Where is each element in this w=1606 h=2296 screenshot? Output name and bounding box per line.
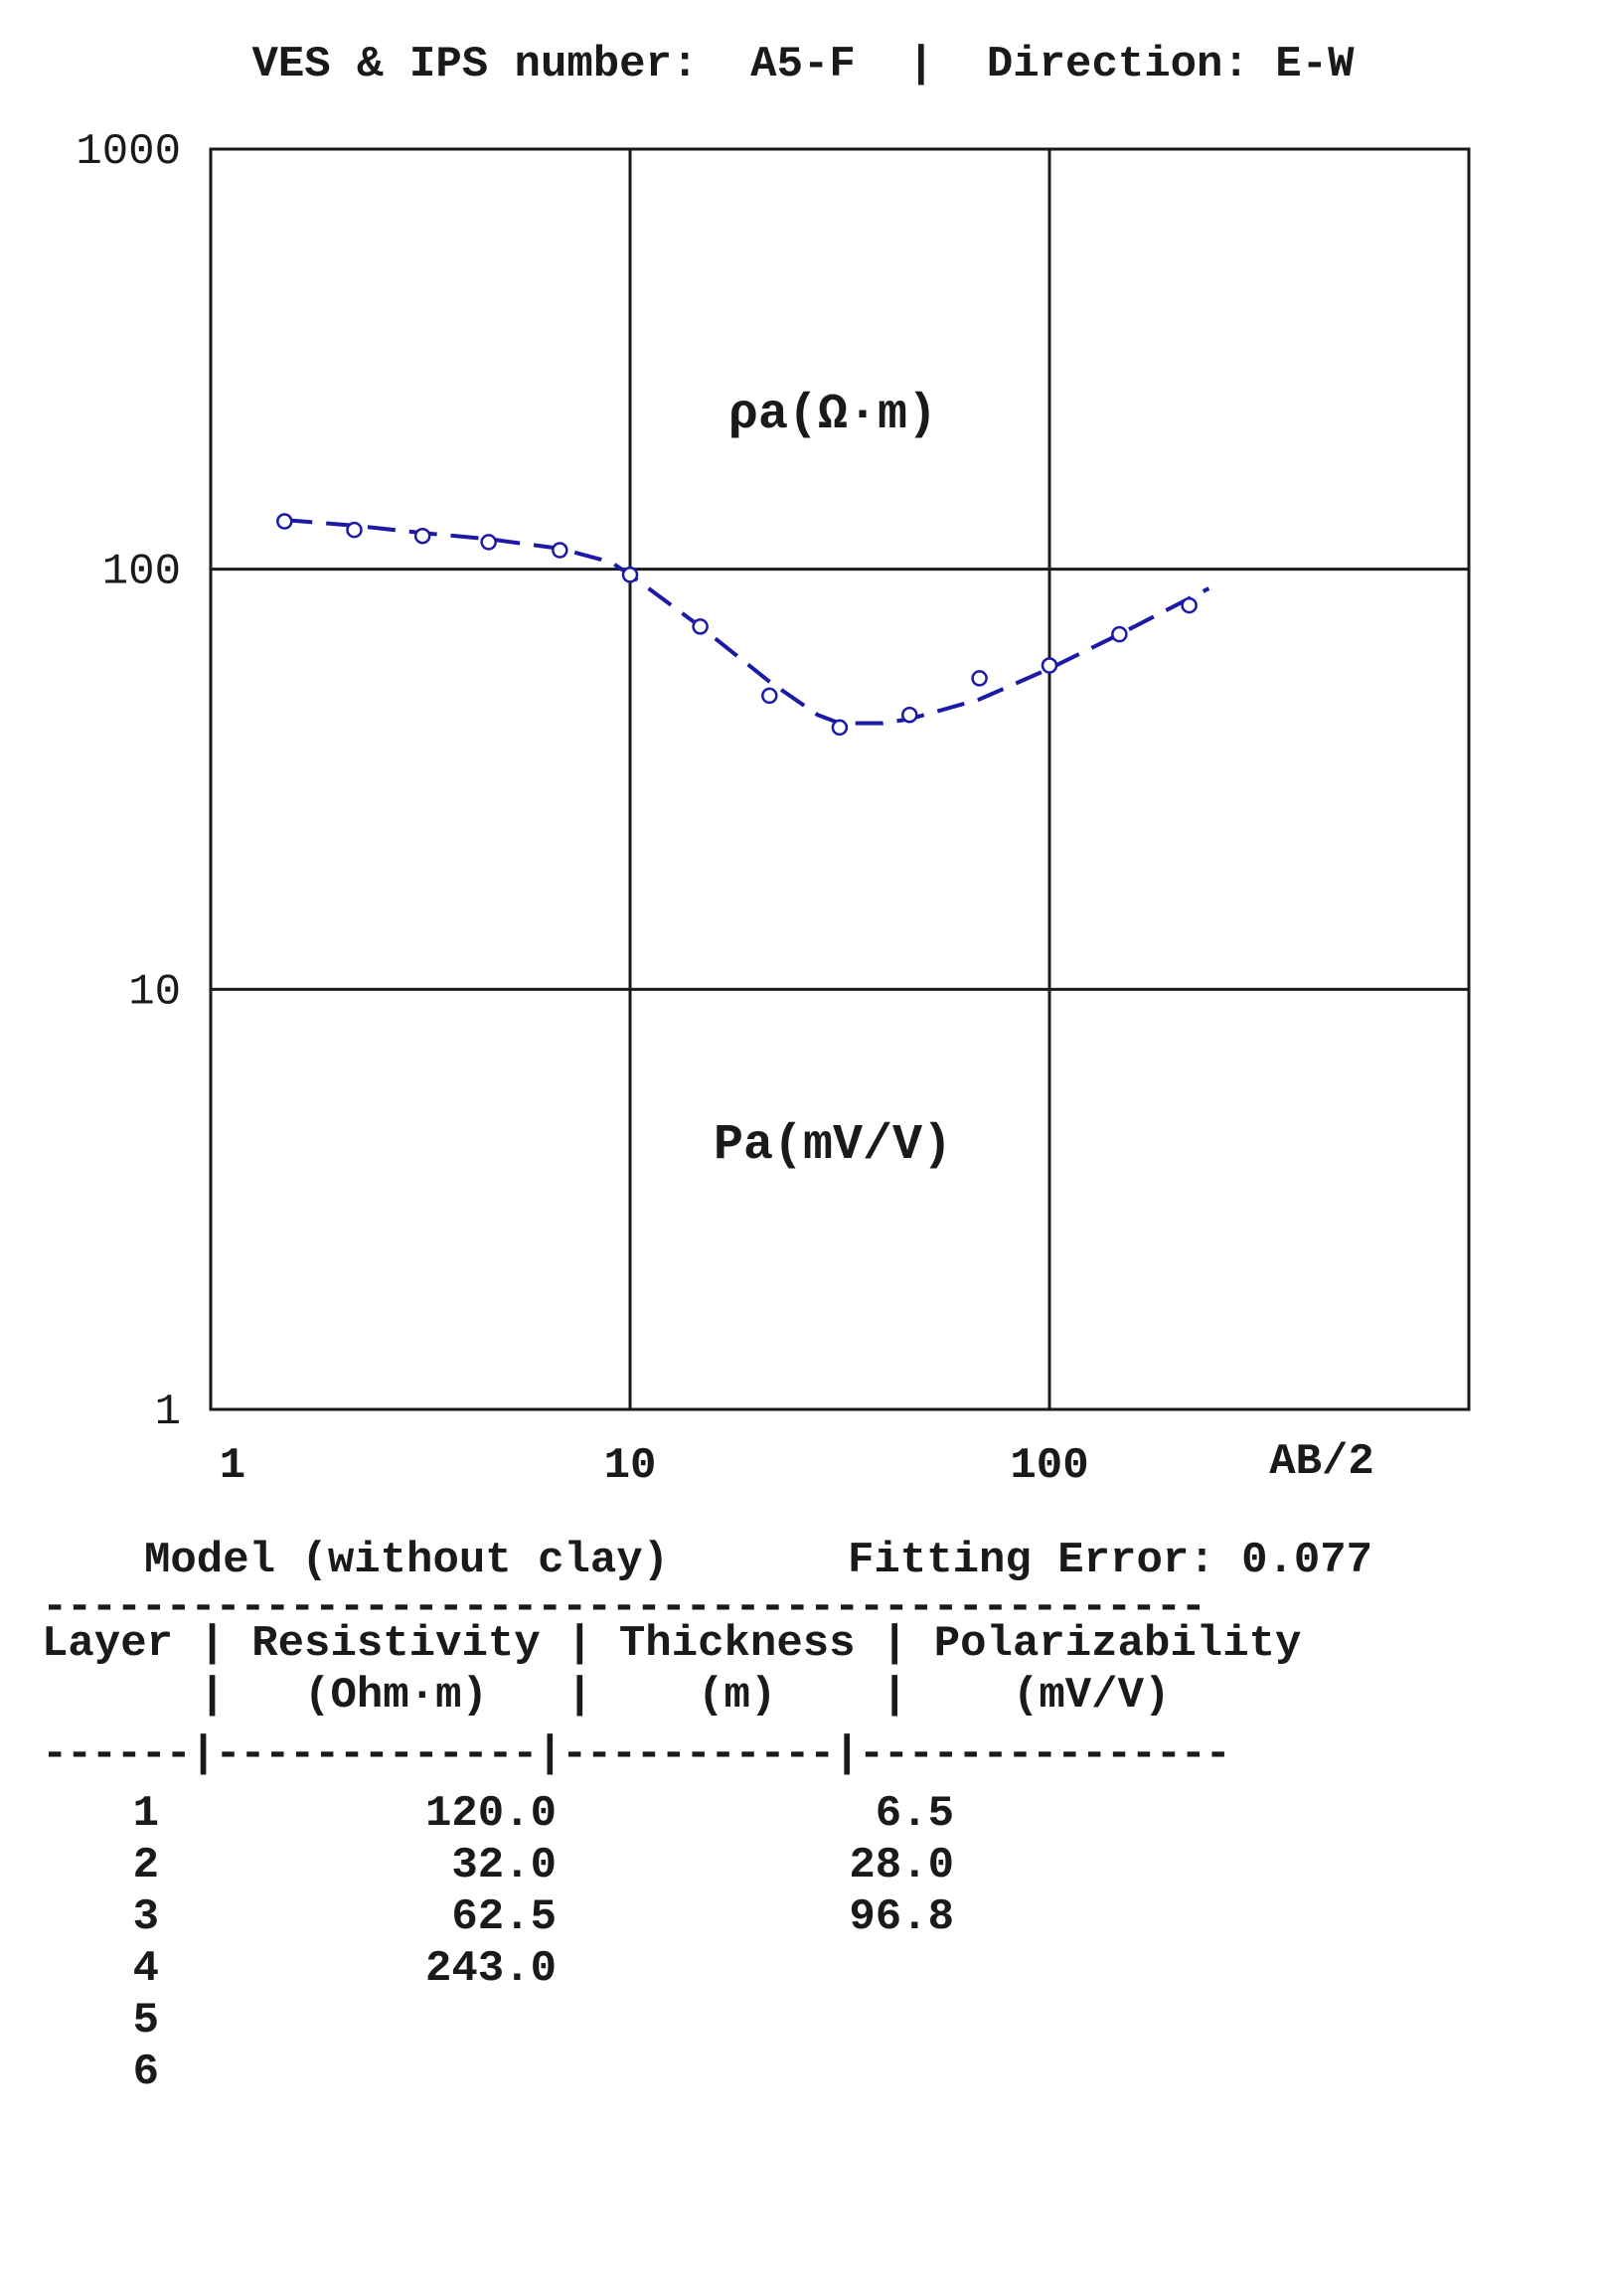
table-row: 2 32.0 28.0 — [0, 1841, 1606, 1892]
table-header-row-2: | (Ohm·m) | (m) | (mV/V) — [42, 1671, 1171, 1721]
fitting-error-label: Fitting Error: 0.077 — [848, 1536, 1373, 1585]
table-rule-mid: ------|-------------|-----------|-------… — [42, 1729, 1231, 1779]
data-point — [761, 687, 778, 705]
table-row: 4 243.0 — [0, 1944, 1606, 1996]
table-row: 5 — [0, 1996, 1606, 2048]
page-title: VES & IPS number: A5-F | Direction: E-W — [251, 40, 1355, 89]
layer-cell: 5 — [132, 1996, 159, 2046]
data-point — [552, 542, 568, 559]
chart-annotations: ρa(Ω·m) Pa(mV/V) — [714, 387, 952, 1174]
thickness-cell: 96.8 — [849, 1892, 954, 1942]
table-rule-top: ----------------------------------------… — [42, 1582, 1206, 1632]
layer-cell: 4 — [132, 1944, 159, 1994]
table-row: 3 62.5 96.8 — [0, 1892, 1606, 1944]
x-axis-label: AB/2 — [1269, 1437, 1374, 1487]
thickness-cell: 28.0 — [849, 1841, 954, 1890]
data-point — [276, 513, 293, 530]
data-point — [971, 670, 988, 687]
fitted-curve-line — [284, 518, 1210, 726]
y-tick-label: 100 — [102, 548, 181, 597]
chart-tick-labels: 1000 100 10 11 10 100 AB/2 — [76, 127, 1373, 1491]
plot-frame — [209, 147, 1471, 1411]
layer-cell: 1 — [132, 1789, 159, 1839]
data-point — [901, 706, 918, 724]
data-point — [1041, 657, 1058, 674]
chart-grid — [209, 147, 1471, 1411]
data-point — [413, 527, 431, 545]
table-row: 1 120.0 6.5 — [0, 1789, 1606, 1841]
data-point — [1111, 625, 1128, 643]
layer-cell: 3 — [132, 1892, 159, 1942]
layer-cell: 6 — [132, 2048, 159, 2097]
resistivity-annotation: ρa(Ω·m) — [728, 387, 937, 443]
data-point — [1181, 596, 1198, 614]
y-tick-label: 1000 — [76, 127, 181, 177]
data-point — [831, 719, 849, 737]
y-tick-label: 10 — [128, 967, 181, 1017]
resistivity-cell: 32.0 — [451, 1841, 557, 1890]
table-row: 6 — [0, 2048, 1606, 2099]
resistivity-cell: 62.5 — [451, 1892, 557, 1942]
data-point — [621, 567, 639, 583]
data-point — [692, 618, 709, 635]
x-tick-label: 10 — [604, 1441, 657, 1491]
y-tick-label: 1 — [155, 1388, 181, 1437]
layer-cell: 2 — [132, 1841, 159, 1890]
model-summary: Model (without clay) Fitting Error: 0.07… — [0, 1536, 1606, 1685]
thickness-cell: 6.5 — [875, 1789, 954, 1839]
resistivity-cell: 243.0 — [424, 1944, 557, 1994]
model-label: Model (without clay) — [144, 1536, 670, 1585]
table-header-row-1: Layer | Resistivity | Thickness | Polari… — [42, 1619, 1302, 1669]
chart-series — [276, 513, 1210, 737]
sounding-chart: 1000 100 10 11 10 100 AB/2 ρa(Ω·m) Pa(mV/V) — [76, 127, 1471, 1491]
resistivity-cell: 120.0 — [424, 1789, 557, 1839]
data-point — [346, 521, 363, 539]
data-point — [480, 534, 497, 551]
x-tick-label: 100 — [1010, 1441, 1088, 1491]
polarizability-annotation: Pa(mV/V) — [714, 1117, 952, 1174]
x-tick-label: 1 — [220, 1441, 245, 1491]
